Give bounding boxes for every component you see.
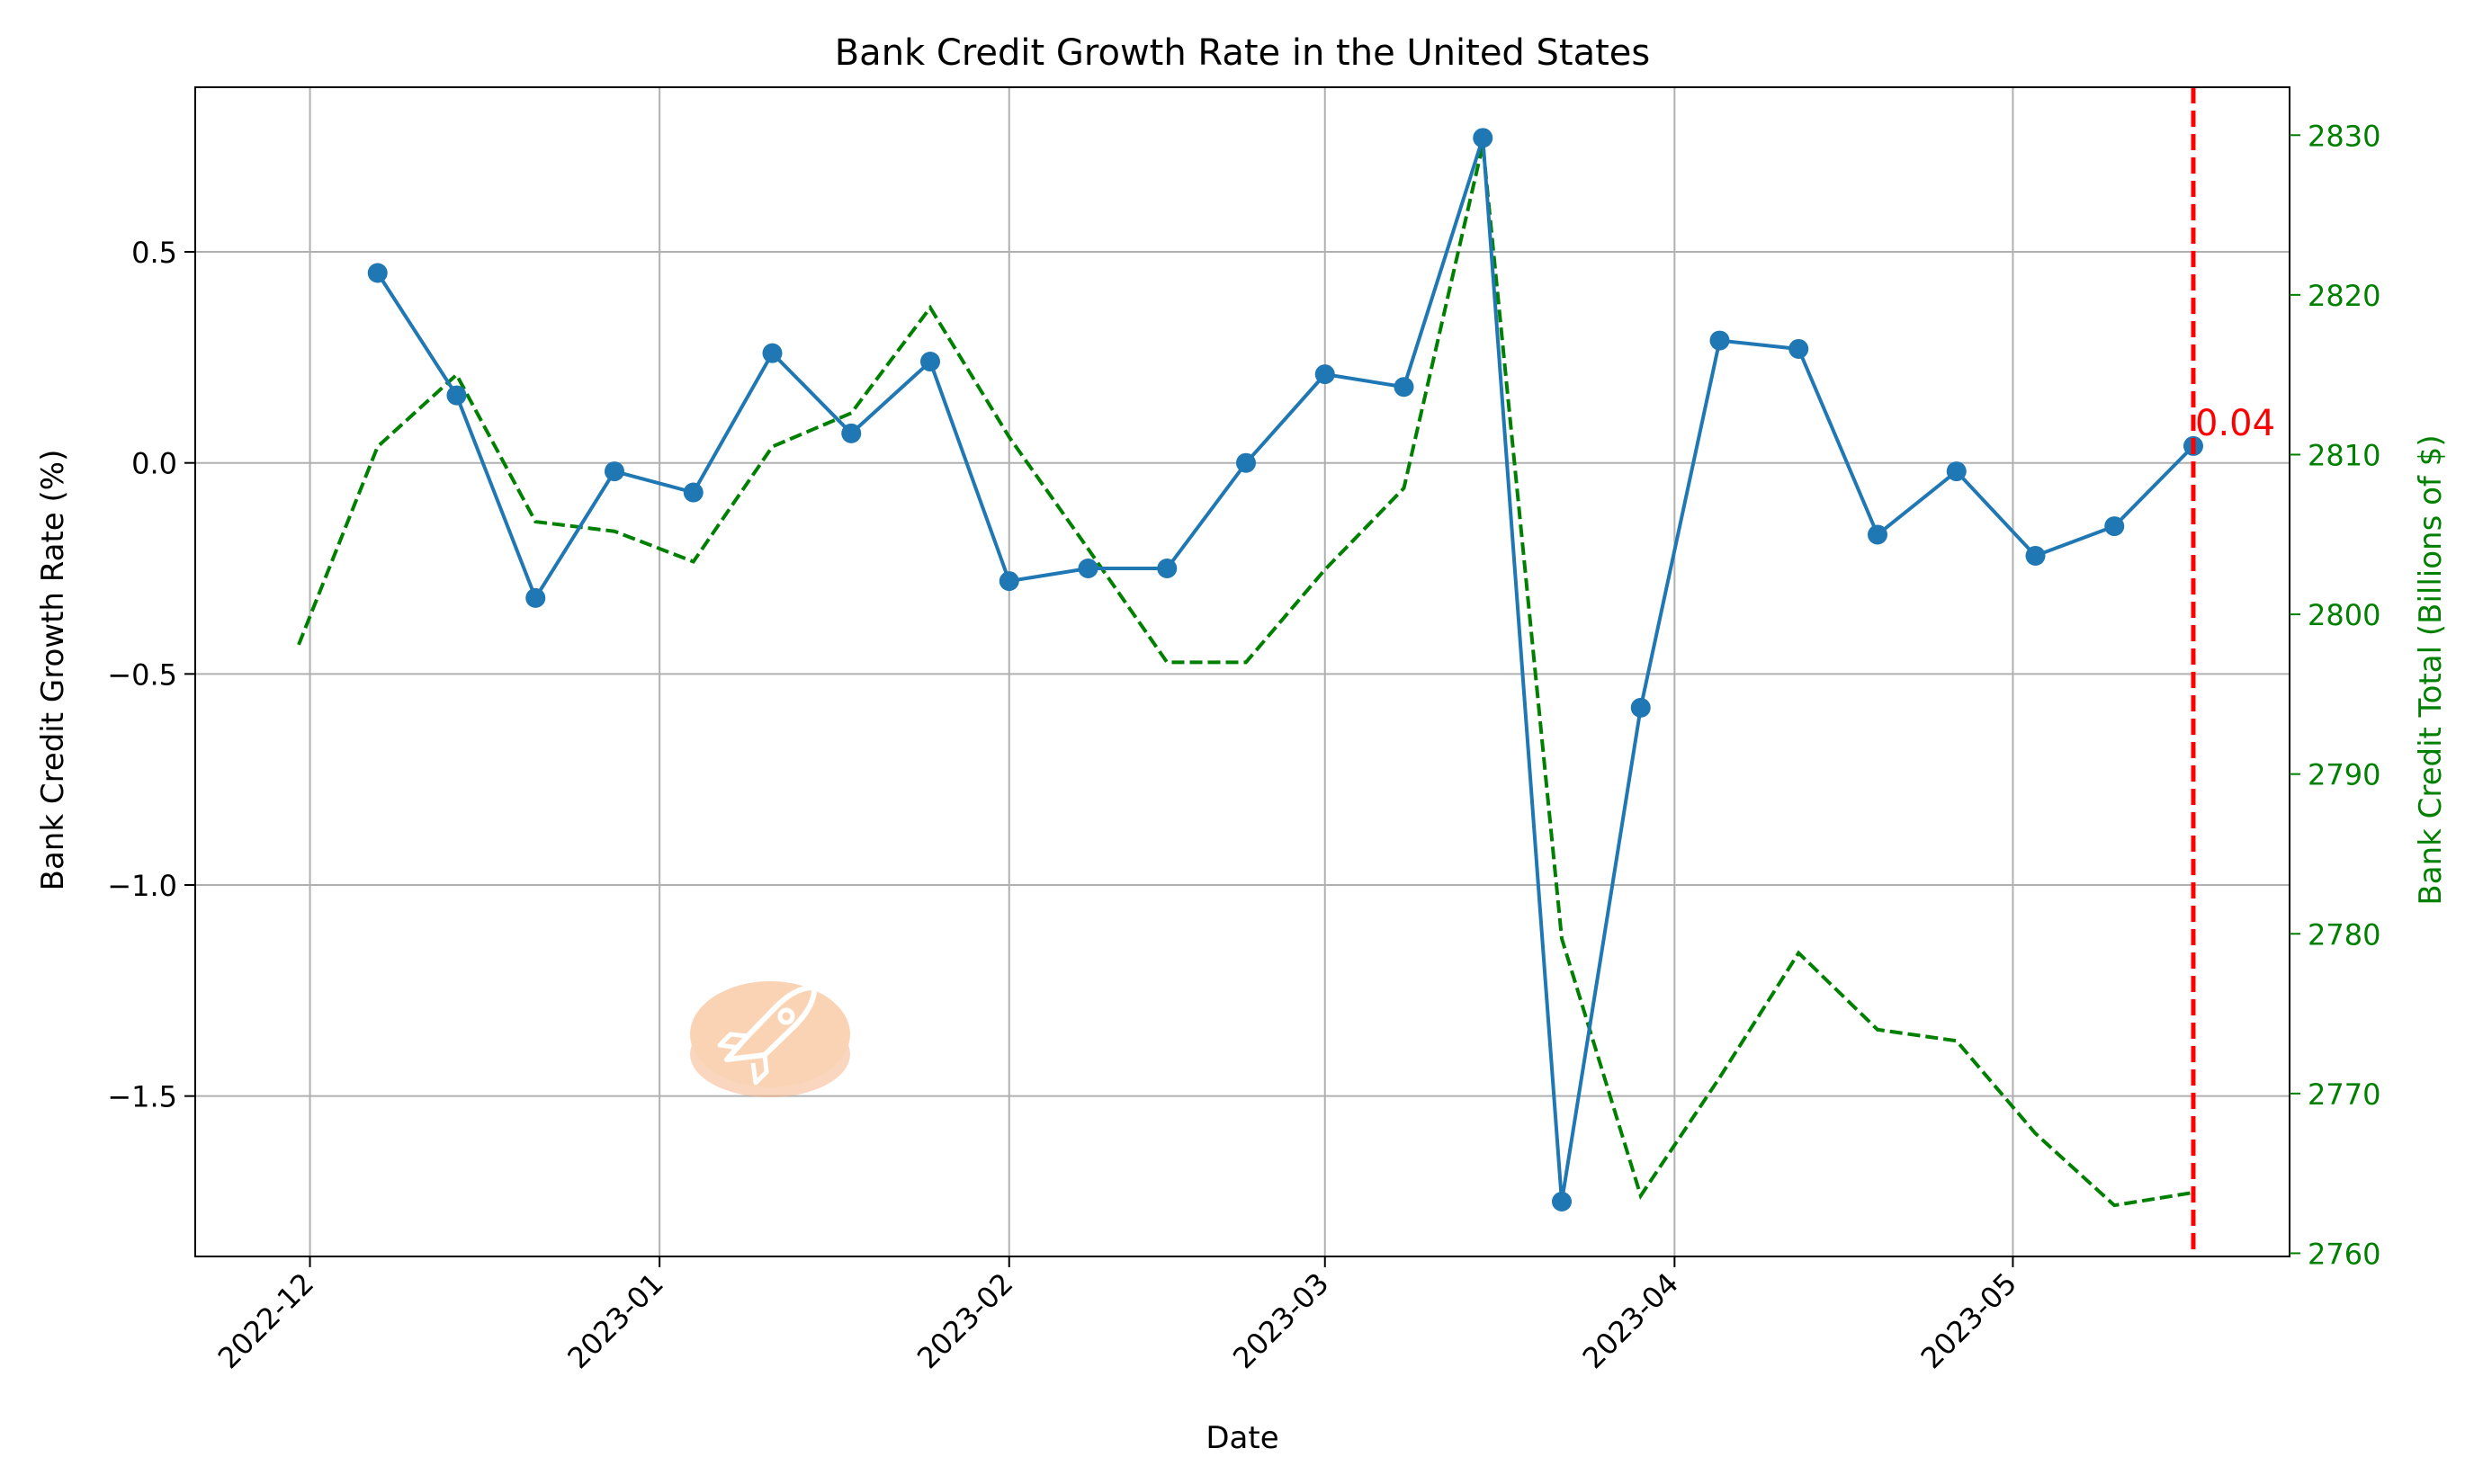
growth-point (1394, 377, 1414, 398)
growth-rate-series (367, 128, 2203, 1211)
growth-point (1473, 128, 1493, 148)
growth-point (1868, 524, 1887, 545)
y-tick-label: 0.0 (131, 447, 177, 481)
plot-frame (194, 86, 2290, 1257)
growth-point (1788, 338, 1809, 359)
y2-tick-label: 2810 (2308, 438, 2380, 472)
y2-tick-label: 2820 (2308, 279, 2380, 313)
growth-point (1946, 461, 1967, 482)
latest-value-annotation: 0.04 (2195, 403, 2275, 444)
growth-point (367, 263, 388, 283)
y2-tick-label: 2790 (2308, 758, 2380, 792)
growth-line (376, 136, 2195, 1203)
growth-point (1552, 1191, 1572, 1211)
growth-point (2025, 545, 2046, 566)
y2-tick-label: 2770 (2308, 1077, 2380, 1112)
growth-point (2104, 516, 2125, 537)
growth-point (1630, 697, 1651, 718)
y2-axis-label: Bank Credit Total (Billions of $) (2413, 434, 2449, 905)
chart-title: Bank Credit Growth Rate in the United St… (835, 32, 1651, 74)
growth-point (920, 352, 940, 372)
watermark-logo (690, 981, 850, 1097)
growth-point (1157, 559, 1178, 579)
y-axis-right: 2830 2820 2810 2800 2790 2780 2770 2760 (2290, 119, 2380, 1271)
y-axis-label: Bank Credit Growth Rate (%) (35, 450, 71, 891)
growth-point (762, 343, 783, 363)
y2-tick-label: 2800 (2308, 598, 2380, 632)
y2-tick-label: 2830 (2308, 119, 2380, 153)
latest-date-marker: 0.04 (2191, 87, 2275, 1256)
growth-point (1236, 452, 1256, 473)
total-line (297, 144, 2194, 1208)
growth-point (841, 423, 862, 443)
y-tick-label: −0.5 (107, 657, 177, 692)
growth-point (525, 587, 546, 608)
x-axis-label: Date (1206, 1420, 1278, 1456)
grid-lines (195, 87, 2290, 1256)
y-axis-left: 0.5 0.0 −0.5 −1.0 −1.5 (107, 236, 195, 1114)
y2-tick-label: 2760 (2308, 1237, 2380, 1271)
growth-point (1078, 559, 1098, 579)
growth-point (683, 482, 704, 503)
growth-point (999, 571, 1019, 592)
bank-credit-total-series (297, 144, 2194, 1208)
growth-point (605, 461, 624, 482)
y-tick-label: 0.5 (131, 236, 177, 270)
growth-point (1314, 364, 1335, 385)
y-tick-label: −1.0 (107, 869, 177, 903)
growth-point (1709, 330, 1730, 351)
y-tick-label: −1.5 (107, 1080, 177, 1114)
y2-tick-label: 2780 (2308, 917, 2380, 952)
growth-point (446, 385, 467, 406)
